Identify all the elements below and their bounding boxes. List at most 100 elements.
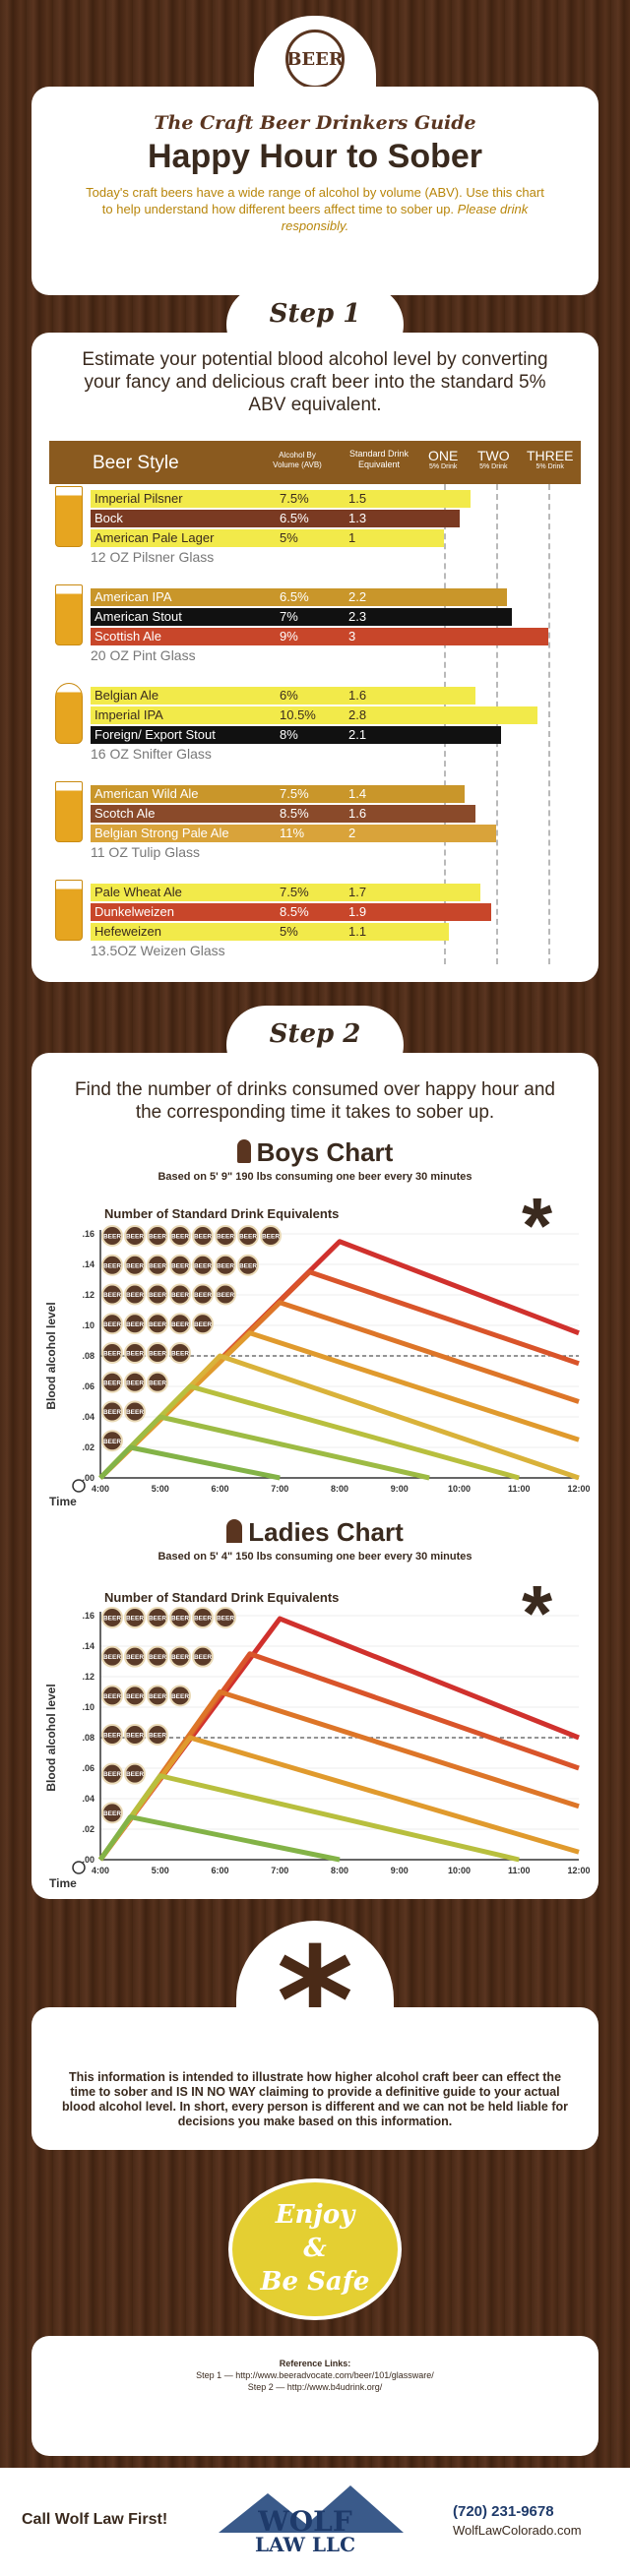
- beer-coin-label: BEER: [171, 1292, 189, 1299]
- beer-coin: [215, 1607, 236, 1628]
- beer-coin: [192, 1607, 214, 1628]
- boys-chart: Boys Chart Based on 5' 9" 190 lbs consum…: [39, 1132, 591, 1515]
- beer-coin: [101, 1225, 123, 1247]
- beer-name: Imperial Pilsner: [94, 491, 183, 506]
- table-row: Foreign/ Export Stout 8% 2.1: [91, 726, 543, 744]
- beer-coin: [147, 1724, 168, 1746]
- table-row: American Stout 7% 2.3: [91, 608, 543, 626]
- boys-asterisk-icon: *: [522, 1182, 553, 1269]
- x-tick-label: 8:00: [331, 1484, 348, 1494]
- beer-coin: [101, 1283, 123, 1306]
- three-drink-line: [548, 484, 550, 964]
- table-row: Scotch Ale 8.5% 1.6: [91, 805, 543, 823]
- enjoy-line1: Enjoy: [275, 2200, 355, 2230]
- beer-coin-label: BEER: [126, 1292, 144, 1299]
- reference-link-2[interactable]: Step 2 — http://www.b4udrink.org/: [247, 2382, 383, 2392]
- beer-coin: [147, 1342, 168, 1364]
- beer-coin: [101, 1430, 123, 1452]
- boys-heading: Boys Chart: [39, 1137, 591, 1168]
- col-one: ONE 5% Drink: [428, 448, 458, 470]
- y-tick-label: .02: [82, 1442, 94, 1452]
- beer-bar: [91, 884, 481, 901]
- glass-icon: [55, 486, 83, 547]
- beer-coin-label: BEER: [103, 1439, 121, 1445]
- beer-bar: [91, 608, 512, 626]
- glass-label: 20 OZ Pint Glass: [91, 647, 196, 663]
- ladies-subtitle: Based on 5' 4" 150 lbs consuming one bee…: [158, 1551, 472, 1563]
- table-row: American IPA 6.5% 2.2: [91, 588, 543, 606]
- header-card: The Craft Beer Drinkers Guide Happy Hour…: [32, 87, 598, 295]
- beer-table: Imperial Pilsner 7.5% 1.5 Bock 6.5% 1.3 Americ…: [0, 484, 630, 966]
- glass-label: 16 OZ Snifter Glass: [91, 746, 212, 762]
- table-row: American Pale Lager 5% 1: [91, 529, 543, 547]
- x-tick-label: 6:00: [211, 1866, 228, 1875]
- footer-phone[interactable]: (720) 231-9678: [453, 2503, 554, 2520]
- beer-coin: [124, 1724, 146, 1746]
- y-tick-label: .12: [82, 1672, 94, 1682]
- table-header: Beer Style Alcohol By Volume (AVB) Stand…: [49, 441, 581, 484]
- table-row: Imperial Pilsner 7.5% 1.5: [91, 490, 543, 508]
- beer-coin-label: BEER: [149, 1321, 166, 1328]
- beer-abv: 8.5%: [280, 806, 309, 821]
- beer-name: American Stout: [94, 609, 182, 624]
- beer-name: Hefeweizen: [94, 924, 161, 939]
- beer-abv: 8.5%: [280, 904, 309, 919]
- beer-coin: [169, 1342, 191, 1364]
- page-title: Happy Hour to Sober: [147, 138, 483, 175]
- beer-abv: 11%: [280, 826, 305, 840]
- beer-coin: [169, 1645, 191, 1668]
- beer-coin-label: BEER: [149, 1380, 166, 1386]
- beer-coin: [237, 1254, 259, 1276]
- beer-name: Dunkelweizen: [94, 904, 174, 919]
- beer-coin: [215, 1254, 236, 1276]
- beer-coin-label: BEER: [149, 1616, 166, 1623]
- x-tick-label: 4:00: [92, 1866, 109, 1875]
- disclaimer-text: This information is intended to illustra…: [62, 2070, 568, 2128]
- beer-coin: [101, 1802, 123, 1824]
- beer-coin: [147, 1685, 168, 1707]
- clock-icon: [72, 1479, 86, 1493]
- beer-std: 1.6: [348, 688, 367, 703]
- y-tick-label: .10: [82, 1702, 94, 1712]
- disclaimer-card: This information is intended to illustra…: [32, 2007, 598, 2150]
- step1-title: Step 1: [269, 299, 361, 329]
- x-tick-label: 10:00: [448, 1866, 471, 1875]
- beer-abv: 7.5%: [280, 786, 309, 801]
- beer-abv: 9%: [280, 629, 298, 644]
- table-row: Pale Wheat Ale 7.5% 1.7: [91, 884, 543, 901]
- table-row: Hefeweizen 5% 1.1: [91, 923, 543, 941]
- beer-coin-label: BEER: [126, 1380, 144, 1386]
- beer-name: American Wild Ale: [94, 786, 199, 801]
- subtitle: The Craft Beer Drinkers Guide: [154, 112, 476, 134]
- reference-link-1[interactable]: Step 1 — http://www.beeradvocate.com/bee…: [196, 2370, 434, 2380]
- beer-coin-label: BEER: [103, 1733, 121, 1740]
- beer-coin-label: BEER: [126, 1351, 144, 1358]
- beer-name: Scotch Ale: [94, 806, 156, 821]
- col-three-label: THREE: [527, 448, 574, 463]
- beer-coin-label: BEER: [126, 1321, 144, 1328]
- beer-coin: [101, 1724, 123, 1746]
- beer-coin-label: BEER: [217, 1234, 234, 1241]
- beer-name: American IPA: [94, 589, 172, 604]
- beer-coin-label: BEER: [149, 1654, 166, 1661]
- x-tick-label: 11:00: [508, 1866, 531, 1875]
- beer-coin-label: BEER: [194, 1292, 212, 1299]
- y-tick-label: .08: [82, 1733, 94, 1743]
- col-one-label: ONE: [428, 448, 459, 463]
- beer-coin: [101, 1685, 123, 1707]
- beer-abv: 6.5%: [280, 589, 309, 604]
- beer-coin-label: BEER: [171, 1234, 189, 1241]
- beer-coin: [124, 1762, 146, 1785]
- x-tick-label: 6:00: [211, 1484, 228, 1494]
- beer-name: Bock: [94, 511, 123, 525]
- footer-website[interactable]: WolfLawColorado.com: [453, 2523, 582, 2538]
- beer-coin: [169, 1254, 191, 1276]
- beer-coin-label: BEER: [103, 1693, 121, 1700]
- beer-coin-label: BEER: [217, 1292, 234, 1299]
- beer-coin: [124, 1645, 146, 1668]
- beer-abv: 6.5%: [280, 511, 309, 525]
- beer-coin-label: BEER: [103, 1654, 121, 1661]
- two-drink-line: [496, 484, 498, 964]
- ladies-coins-header: Number of Standard Drink Equivalents: [104, 1590, 340, 1605]
- enjoy-line2: &: [303, 2234, 327, 2263]
